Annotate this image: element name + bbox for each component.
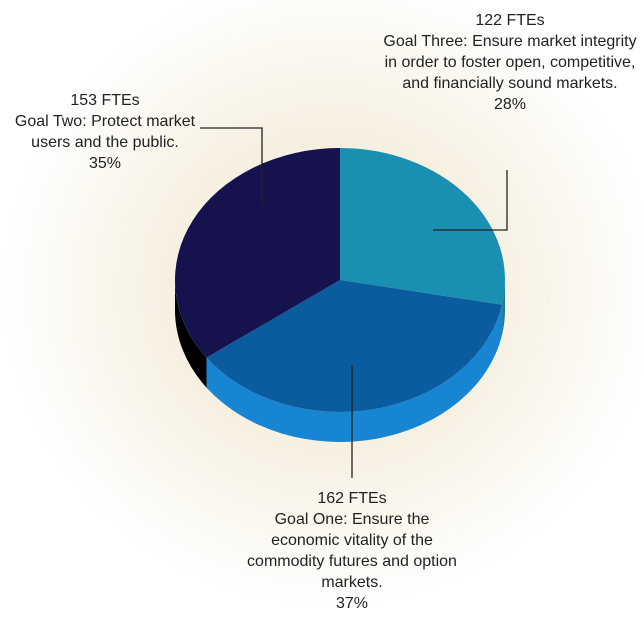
- slice-count: 153 FTEs: [70, 92, 140, 109]
- slice-percent: 28%: [493, 96, 527, 113]
- pie-side: [502, 280, 505, 335]
- pie-slice: [206, 280, 503, 412]
- slice-category: Goal One: Ensure the economic vitality o…: [247, 511, 457, 591]
- pie-slice: [340, 148, 505, 305]
- slice-percent: 35%: [88, 155, 122, 172]
- slice-category: Goal Three: Ensure market integrity in o…: [383, 33, 637, 92]
- leader-line: [433, 170, 508, 231]
- slice-count: 122 FTEs: [475, 12, 545, 29]
- leader-line: [200, 127, 263, 205]
- pie-slice: [175, 148, 340, 358]
- pie-side: [206, 304, 503, 442]
- pie-side: [175, 280, 207, 388]
- slice-percent: 37%: [335, 595, 369, 612]
- slice-label: 153 FTEs Goal Two: Protect market users a…: [5, 90, 205, 174]
- slice-label: 162 FTEs Goal One: Ensure the economic vi…: [242, 488, 462, 614]
- slice-count: 162 FTEs: [317, 490, 387, 507]
- slice-label: 122 FTEs Goal Three: Ensure market integr…: [380, 10, 640, 115]
- slice-category: Goal Two: Protect market users and the p…: [14, 113, 196, 151]
